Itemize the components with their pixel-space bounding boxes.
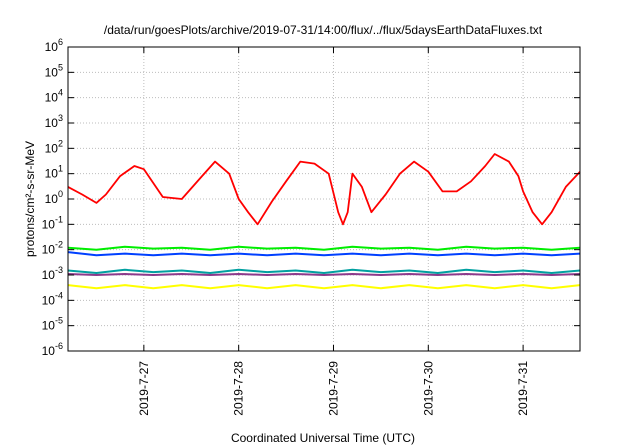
y-tick-label: 10-5 [42, 316, 63, 333]
y-axis-title: protons/cm²-s-sr-MeV [23, 141, 37, 257]
x-axis-title: Coordinated Universal Time (UTC) [231, 431, 415, 445]
series-line-4 [67, 245, 581, 251]
series-line-3 [67, 273, 581, 276]
chart-title: /data/run/goesPlots/archive/2019-07-31/1… [104, 23, 543, 37]
y-tick-label: 102 [45, 138, 63, 155]
y-tick-label: 10-3 [42, 265, 63, 282]
y-tick-label: 10-2 [42, 240, 63, 257]
series-line-6 [67, 153, 581, 226]
y-tick-label: 105 [45, 62, 63, 79]
y-tick-label: 104 [45, 88, 63, 105]
x-tick-label: 2019-7-28 [232, 361, 246, 416]
x-tick-label: 2019-7-29 [326, 361, 340, 416]
y-tick-label: 100 [45, 189, 63, 206]
x-tick-label: 2019-7-27 [137, 361, 151, 416]
series-line-5 [67, 251, 581, 257]
tick-layer: 10-6 10-5 10-4 10-3 10-2 10-1 100 101 102 103 104 1… [42, 37, 580, 416]
y-tick-label: 106 [45, 37, 63, 54]
series-layer [67, 153, 581, 290]
grid-layer [68, 47, 580, 351]
series-line-2 [67, 268, 581, 274]
y-tick-label: 10-6 [42, 341, 63, 358]
series-line-1 [67, 284, 581, 290]
x-tick-label: 2019-7-30 [421, 361, 435, 416]
y-tick-label: 101 [45, 164, 63, 181]
y-tick-label: 10-1 [42, 214, 63, 231]
y-tick-label: 10-4 [42, 290, 63, 307]
y-axis-title-text: protons/cm²-s-sr-MeV [23, 141, 37, 257]
x-tick-label: 2019-7-31 [516, 361, 530, 416]
y-tick-label: 103 [45, 113, 63, 130]
